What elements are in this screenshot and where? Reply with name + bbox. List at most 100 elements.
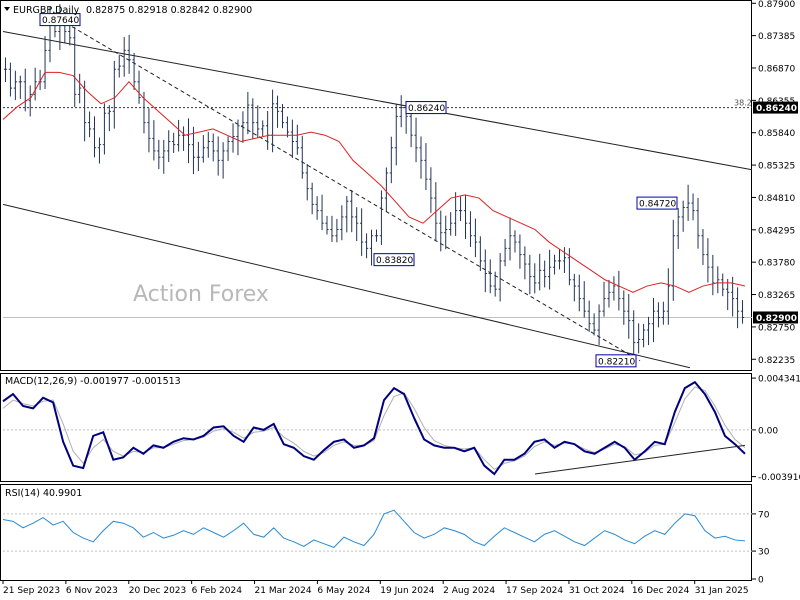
price-tick-label: 0.83265	[758, 291, 795, 301]
ohlc-bar	[335, 218, 339, 243]
fib-label: 38.2	[734, 99, 752, 108]
ohlc-bar	[706, 238, 710, 283]
ohlc-bar	[686, 184, 690, 221]
ohlc-bar	[592, 313, 596, 336]
channel-lower	[2, 203, 691, 369]
ohlc-bar	[216, 136, 220, 176]
ohlc-bar	[350, 189, 354, 233]
symbol-menu-icon[interactable]	[4, 7, 10, 11]
ohlc-bar	[567, 248, 571, 286]
ohlc-bar	[147, 108, 151, 153]
ohlc-bar	[572, 273, 576, 302]
ohlc-bar	[439, 210, 443, 252]
ohlc-bar	[721, 273, 725, 297]
symbol-label: EURGBP,Daily	[13, 5, 80, 16]
ohlc-bar	[251, 98, 255, 139]
ohlc-bar	[315, 196, 319, 220]
ohlc-bar	[3, 57, 8, 83]
svg-text:0.87640: 0.87640	[42, 16, 79, 26]
ohlc-bar	[399, 95, 403, 128]
price-tick-label: 0.87385	[758, 32, 795, 42]
ohlc-bar	[117, 54, 121, 78]
ohlc-bar	[597, 304, 601, 346]
ohlc-bar	[518, 234, 522, 269]
price-annotation: 0.82210	[595, 354, 637, 368]
ohlc-bar	[310, 182, 314, 215]
x-axis-label: 31 Jan 2025	[695, 586, 749, 596]
ohlc-bar	[523, 246, 527, 280]
ohlc-bar	[538, 253, 542, 291]
ohlc-bar	[97, 137, 102, 164]
rsi-tick-label: 30	[758, 548, 770, 558]
ohlc-bar	[340, 205, 344, 241]
ohlc-bar	[87, 111, 92, 138]
macd-tick-label: -0.003916	[758, 473, 800, 483]
rsi-header: RSI(14) 40.9901	[5, 488, 82, 499]
x-axis-label: 21 Mar 2024	[255, 586, 312, 596]
ohlc-bar	[379, 190, 384, 246]
ohlc-bar	[488, 259, 492, 294]
ohlc-bar	[463, 195, 468, 240]
ohlc-bar	[325, 215, 329, 235]
price-tick-label: 0.85840	[758, 129, 795, 139]
ohlc-bar	[419, 136, 423, 179]
price-tick-label: 0.84295	[758, 226, 795, 236]
ohlc-bar	[552, 254, 557, 275]
ohlc-bar	[226, 136, 230, 161]
x-axis-label: 6 Nov 2023	[66, 586, 118, 596]
ohlc-bar	[355, 207, 359, 242]
ohlc-bar	[132, 52, 136, 90]
ohlc-bar	[241, 111, 245, 143]
fib-price-tag: 0.86240	[753, 101, 798, 114]
ohlc-bar	[28, 85, 32, 117]
ohlc-bar	[162, 139, 166, 174]
x-axis-label: 6 May 2024	[317, 586, 370, 596]
price-panel	[0, 0, 752, 371]
ohlc-bar	[429, 167, 433, 213]
ohlc-bar	[637, 323, 641, 354]
ohlc-bar	[43, 36, 47, 90]
ohlc-bar	[285, 116, 290, 138]
ohlc-bar	[206, 132, 210, 158]
ohlc-bar	[562, 247, 567, 273]
x-axis-label: 16 Dec 2024	[632, 586, 690, 596]
x-axis-label: 31 Oct 2024	[569, 586, 625, 596]
ohlc-bar	[152, 120, 156, 161]
ohlc-bar	[92, 116, 97, 158]
ohlc-bar	[78, 73, 82, 104]
watermark: Action Forex	[133, 282, 269, 307]
price-tick-label: 0.83780	[758, 259, 795, 269]
ohlc-bar	[498, 253, 502, 302]
ohlc-bar	[384, 167, 388, 212]
ohlc-bar	[582, 281, 586, 318]
ohlc-bar	[280, 103, 285, 129]
ohlc-bar	[508, 217, 512, 261]
ohlc-bar	[13, 70, 17, 101]
ohlc-bar	[656, 302, 661, 328]
ohlc-bar	[666, 268, 670, 325]
ohlc-bar	[221, 142, 225, 179]
price-tick-label: 0.86870	[758, 64, 795, 74]
x-axis-label: 17 Sep 2024	[506, 586, 563, 596]
ohlc-bar	[261, 120, 265, 137]
ohlc-bar	[493, 271, 497, 297]
ohlc-bar	[360, 208, 364, 256]
ohlc-bar	[305, 164, 309, 201]
price-tick-label: 0.87900	[758, 0, 795, 10]
ohlc-bar	[548, 249, 552, 290]
ohlc-bar	[167, 130, 171, 163]
svg-text:0.86240: 0.86240	[756, 104, 797, 114]
macd-header: MACD(12,26,9) -0.001977 -0.001513	[5, 376, 181, 387]
ohlc-bar	[602, 281, 606, 317]
ohlc-bar	[107, 105, 111, 132]
rsi-tick-label: 0	[758, 576, 764, 586]
ohlc-bar	[127, 34, 131, 74]
ohlc-bar	[444, 215, 448, 250]
ohlc-bar	[696, 197, 700, 249]
ohlc-bar	[468, 211, 473, 247]
ohlc-bar	[533, 263, 537, 294]
ohlc-bar	[735, 287, 740, 329]
svg-text:0.82900: 0.82900	[756, 314, 797, 324]
ohlc-bar	[691, 193, 695, 221]
